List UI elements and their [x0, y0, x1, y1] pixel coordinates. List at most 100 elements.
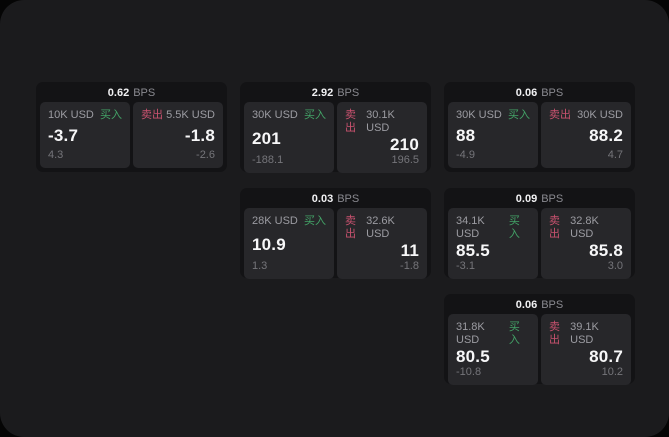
bps-header: 0.03 BPS — [244, 191, 427, 208]
bps-value: 0.03 — [311, 193, 334, 205]
panels: 34.1K USD 买入 85.5 -3.1 卖出 32.8K USD 85.8… — [448, 208, 631, 279]
bps-value: 0.06 — [515, 87, 538, 99]
buy-panel[interactable]: 10K USD 买入 -3.7 4.3 — [40, 102, 130, 168]
buy-label: 买入 — [508, 215, 520, 240]
buy-label: 买入 — [304, 109, 326, 121]
buy-amount: 28K USD — [252, 215, 298, 227]
sell-value: 85.8 — [589, 241, 623, 260]
bps-header: 0.09 BPS — [448, 191, 631, 208]
sell-panel[interactable]: 卖出 32.6K USD 11 -1.8 — [337, 208, 427, 279]
buy-panel[interactable]: 34.1K USD 买入 85.5 -3.1 — [448, 208, 538, 279]
buy-value: 10.9 — [252, 234, 286, 254]
sell-amount: 30.1K USD — [366, 109, 395, 134]
buy-delta: -4.9 — [456, 149, 475, 161]
panels: 10K USD 买入 -3.7 4.3 卖出 5.5K USD -1.8 -2.… — [40, 102, 223, 168]
sell-panel[interactable]: 卖出 32.8K USD 85.8 3.0 — [541, 208, 631, 279]
buy-value: 80.5 — [456, 347, 490, 366]
buy-panel-top: 28K USD 买入 — [252, 215, 326, 228]
panels: 31.8K USD 买入 80.5 -10.8 卖出 39.1K USD 80.… — [448, 314, 631, 385]
buy-amount: 31.8K USD — [456, 321, 485, 346]
sell-amount: 39.1K USD — [570, 321, 599, 346]
bps-value: 2.92 — [311, 87, 334, 99]
buy-value: -3.7 — [48, 126, 79, 145]
buy-label: 买入 — [100, 109, 122, 121]
bps-header: 0.62 BPS — [40, 85, 223, 102]
buy-panel-top: 31.8K USD 买入 — [456, 321, 530, 347]
sell-panel-top: 卖出 39.1K USD — [549, 321, 623, 347]
buy-delta: -10.8 — [456, 366, 482, 378]
sell-panel-top: 卖出 32.6K USD — [345, 215, 419, 241]
spread-card[interactable]: 0.62 BPS 10K USD 买入 -3.7 4.3 卖出 5.5K USD — [36, 82, 227, 172]
bps-unit: BPS — [541, 299, 564, 311]
sell-panel[interactable]: 卖出 39.1K USD 80.7 10.2 — [541, 314, 631, 385]
sell-label: 卖出 — [345, 109, 356, 134]
buy-panel[interactable]: 31.8K USD 买入 80.5 -10.8 — [448, 314, 538, 385]
spread-card[interactable]: 2.92 BPS 30K USD 买入 201 -188.1 卖出 30.1K … — [240, 82, 431, 173]
sell-amount: 32.8K USD — [570, 215, 599, 240]
sell-panel-top: 卖出 32.8K USD — [549, 215, 623, 241]
bps-unit: BPS — [541, 193, 564, 205]
spread-card[interactable]: 0.06 BPS 30K USD 买入 88 -4.9 卖出 30K USD — [444, 82, 635, 172]
buy-value: 85.5 — [456, 241, 490, 260]
buy-panel-top: 34.1K USD 买入 — [456, 215, 530, 241]
bps-value: 0.06 — [515, 299, 538, 311]
sell-delta: -1.8 — [400, 260, 419, 272]
panels: 30K USD 买入 201 -188.1 卖出 30.1K USD 210 1… — [244, 102, 427, 173]
bps-unit: BPS — [337, 87, 360, 99]
spread-card[interactable]: 0.03 BPS 28K USD 买入 10.9 1.3 卖出 32.6K US… — [240, 188, 431, 279]
buy-label: 买入 — [304, 215, 326, 227]
buy-value: 88 — [456, 126, 476, 145]
sell-amount: 32.6K USD — [366, 215, 395, 240]
buy-panel[interactable]: 28K USD 买入 10.9 1.3 — [244, 208, 334, 279]
sell-delta: 3.0 — [607, 260, 623, 272]
sell-label: 卖出 — [549, 321, 560, 346]
sell-panel[interactable]: 卖出 30K USD 88.2 4.7 — [541, 102, 631, 168]
spread-card[interactable]: 0.06 BPS 31.8K USD 买入 80.5 -10.8 卖出 39.1… — [444, 294, 635, 385]
bps-value: 0.62 — [107, 87, 130, 99]
buy-delta: -3.1 — [456, 260, 475, 272]
spread-card[interactable]: 0.09 BPS 34.1K USD 买入 85.5 -3.1 卖出 32.8K… — [444, 188, 635, 279]
sell-label: 卖出 — [345, 215, 356, 240]
buy-amount: 30K USD — [252, 109, 298, 121]
buy-amount: 34.1K USD — [456, 215, 485, 240]
sell-value: -1.8 — [184, 126, 215, 145]
bps-unit: BPS — [133, 87, 156, 99]
sell-panel[interactable]: 卖出 30.1K USD 210 196.5 — [337, 102, 427, 173]
sell-amount: 30K USD — [577, 109, 623, 121]
buy-delta: 1.3 — [252, 260, 268, 272]
bps-header: 2.92 BPS — [244, 85, 427, 102]
bps-header: 0.06 BPS — [448, 297, 631, 314]
bps-unit: BPS — [541, 87, 564, 99]
sell-delta: 10.2 — [601, 366, 623, 378]
sell-delta: 4.7 — [607, 149, 623, 161]
sell-delta: 196.5 — [391, 154, 419, 166]
buy-panel[interactable]: 30K USD 买入 88 -4.9 — [448, 102, 538, 168]
buy-panel[interactable]: 30K USD 买入 201 -188.1 — [244, 102, 334, 173]
buy-panel-top: 30K USD 买入 — [252, 109, 326, 122]
buy-panel-top: 30K USD 买入 — [456, 109, 530, 122]
buy-panel-top: 10K USD 买入 — [48, 109, 122, 122]
sell-value: 210 — [390, 135, 419, 154]
panels: 30K USD 买入 88 -4.9 卖出 30K USD 88.2 4.7 — [448, 102, 631, 168]
sell-panel-top: 卖出 5.5K USD — [141, 109, 215, 122]
buy-delta: 4.3 — [48, 149, 64, 161]
sell-panel-top: 卖出 30.1K USD — [345, 109, 419, 135]
buy-delta: -188.1 — [252, 154, 284, 166]
buy-label: 买入 — [508, 109, 530, 121]
bps-header: 0.06 BPS — [448, 85, 631, 102]
sell-value: 11 — [400, 241, 419, 260]
buy-amount: 30K USD — [456, 109, 502, 121]
bps-value: 0.09 — [515, 193, 538, 205]
sell-panel-top: 卖出 30K USD — [549, 109, 623, 122]
buy-value: 201 — [252, 128, 281, 148]
sell-label: 卖出 — [141, 109, 163, 121]
sell-value: 88.2 — [589, 126, 623, 145]
buy-label: 买入 — [508, 321, 520, 346]
panels: 28K USD 买入 10.9 1.3 卖出 32.6K USD 11 -1.8 — [244, 208, 427, 279]
sell-delta: -2.6 — [196, 149, 215, 161]
bps-unit: BPS — [337, 193, 360, 205]
sell-panel[interactable]: 卖出 5.5K USD -1.8 -2.6 — [133, 102, 223, 168]
sell-value: 80.7 — [589, 347, 623, 366]
sell-amount: 5.5K USD — [166, 109, 215, 121]
